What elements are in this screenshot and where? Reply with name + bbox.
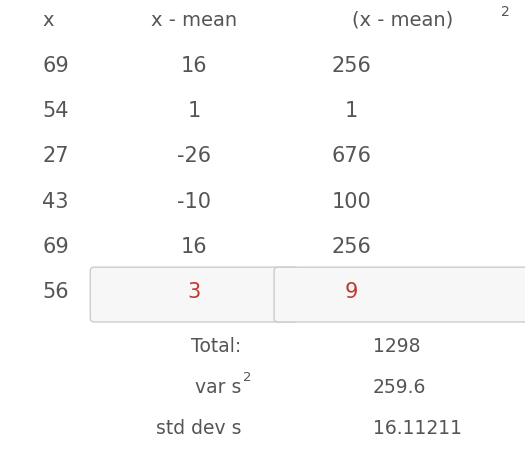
Text: 43: 43 (42, 192, 68, 212)
FancyBboxPatch shape (90, 267, 298, 322)
Text: 256: 256 (332, 237, 372, 257)
Text: 9: 9 (345, 282, 359, 302)
Text: 3: 3 (187, 282, 201, 302)
Text: var s: var s (195, 378, 242, 397)
Text: 69: 69 (42, 56, 69, 76)
Text: 69: 69 (42, 237, 69, 257)
Text: std dev s: std dev s (156, 419, 242, 438)
Text: -26: -26 (177, 146, 211, 166)
Text: 56: 56 (42, 282, 69, 302)
Text: 1298: 1298 (373, 337, 420, 356)
Text: 1: 1 (345, 101, 359, 121)
Text: 256: 256 (332, 56, 372, 76)
Text: 54: 54 (42, 101, 68, 121)
Text: 2: 2 (243, 371, 251, 384)
Text: 16.11211: 16.11211 (373, 419, 462, 438)
Text: 676: 676 (332, 146, 372, 166)
Text: 16: 16 (181, 56, 207, 76)
Text: 1: 1 (187, 101, 201, 121)
Text: 16: 16 (181, 237, 207, 257)
Text: (x - mean): (x - mean) (352, 11, 453, 30)
Text: x: x (42, 11, 54, 30)
Text: -10: -10 (177, 192, 211, 212)
Text: x - mean: x - mean (151, 11, 237, 30)
Text: Total:: Total: (191, 337, 242, 356)
Text: 100: 100 (332, 192, 372, 212)
Text: 259.6: 259.6 (373, 378, 426, 397)
FancyBboxPatch shape (274, 267, 525, 322)
Text: 27: 27 (42, 146, 68, 166)
Text: 2: 2 (501, 5, 510, 19)
